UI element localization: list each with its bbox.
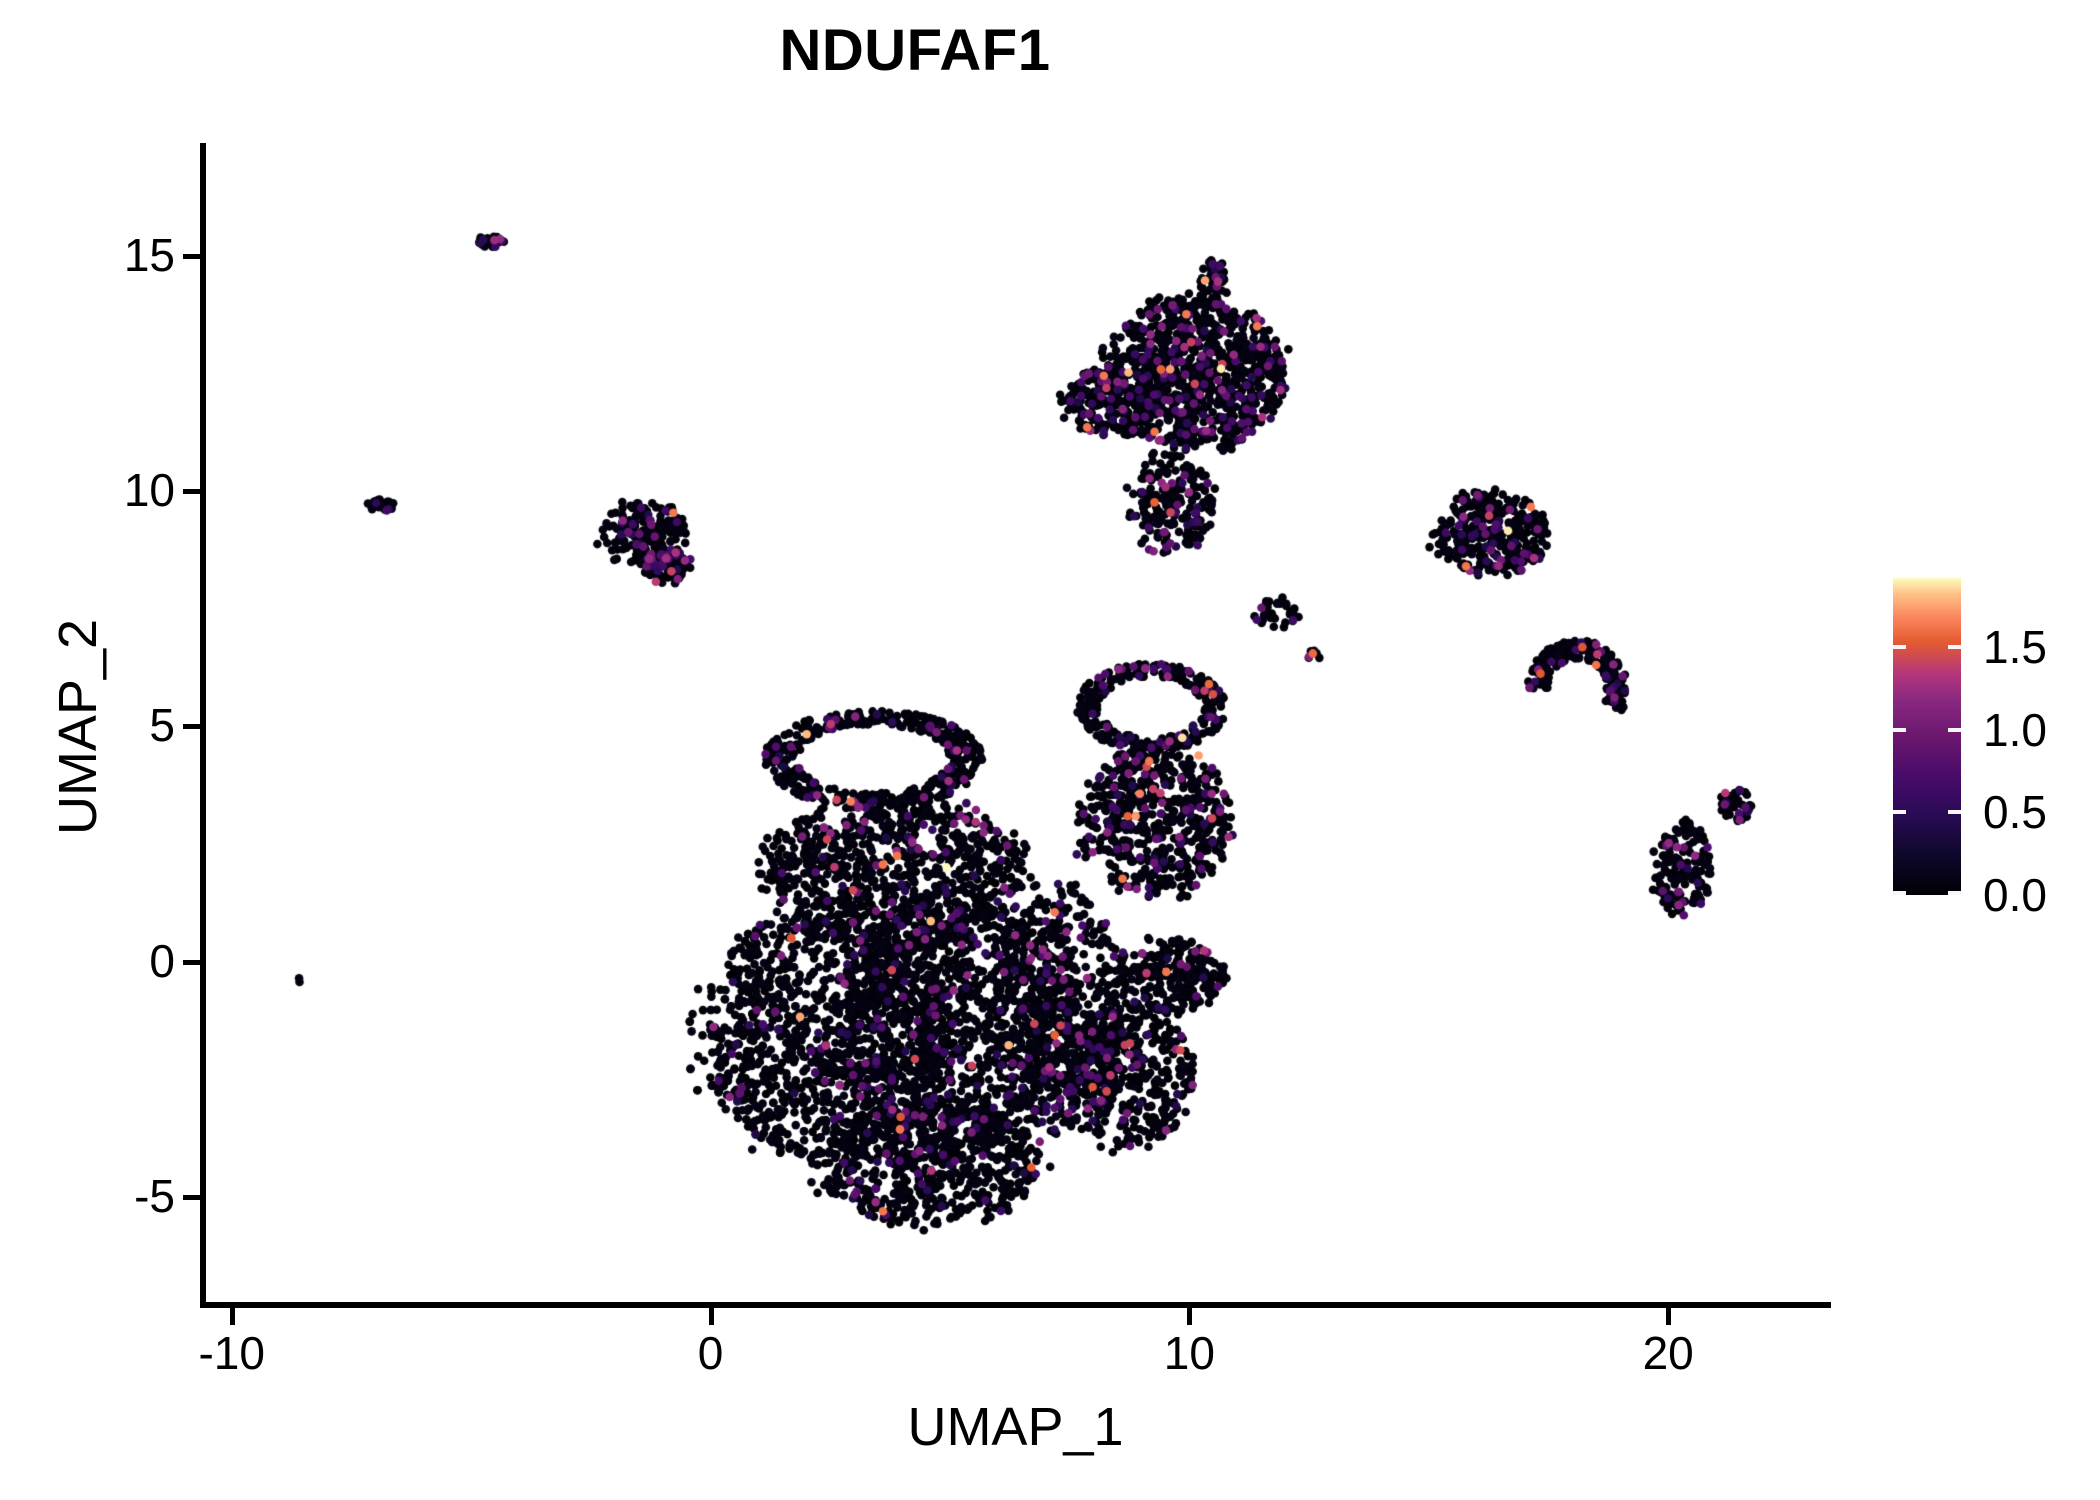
legend-tick-label: 1.0 bbox=[1983, 703, 2047, 756]
color-legend: 0.0 0.5 1.0 1.5 bbox=[1893, 578, 2047, 918]
y-tick-mark bbox=[183, 253, 200, 259]
y-tick-mark bbox=[183, 489, 200, 495]
x-tick-mark bbox=[708, 1308, 714, 1325]
legend-tick-mark bbox=[1893, 891, 1906, 895]
legend-tick-mark bbox=[1893, 810, 1906, 815]
color-legend-gradient bbox=[1893, 578, 1961, 895]
x-tick-mark bbox=[229, 1308, 235, 1325]
legend-tick-mark bbox=[1948, 810, 1961, 815]
legend-tick-label: 1.5 bbox=[1983, 621, 2047, 674]
y-tick-mark bbox=[183, 724, 200, 730]
x-tick-mark bbox=[1187, 1308, 1193, 1325]
color-legend-bar bbox=[1893, 578, 1961, 895]
x-axis-title: UMAP_1 bbox=[907, 1397, 1124, 1457]
y-tick-label: 0 bbox=[149, 934, 175, 987]
y-tick-label: 5 bbox=[149, 699, 175, 752]
legend-tick-label: 0.0 bbox=[1983, 869, 2047, 921]
y-tick-mark bbox=[183, 1194, 200, 1200]
page-title: NDUFAF1 bbox=[779, 18, 1051, 83]
x-tick-label: 10 bbox=[1163, 1327, 1215, 1379]
y-axis-line bbox=[200, 143, 206, 1308]
x-tick-label: -10 bbox=[198, 1327, 265, 1379]
y-axis-title: UMAP_2 bbox=[48, 618, 108, 836]
legend-tick-mark bbox=[1893, 727, 1906, 732]
x-axis-line bbox=[200, 1302, 1831, 1308]
y-tick-mark bbox=[183, 959, 200, 965]
scatter-plot-canvas bbox=[203, 143, 1831, 1305]
legend-tick-label: 0.5 bbox=[1983, 786, 2047, 839]
legend-tick-mark bbox=[1948, 727, 1961, 732]
x-tick-label: 20 bbox=[1642, 1327, 1694, 1379]
y-tick-label: -5 bbox=[134, 1169, 175, 1222]
y-tick-label: 15 bbox=[123, 228, 175, 281]
legend-tick-mark bbox=[1893, 645, 1906, 650]
y-tick-label: 10 bbox=[123, 464, 175, 517]
x-tick-mark bbox=[1666, 1308, 1672, 1325]
x-tick-label: 0 bbox=[697, 1327, 724, 1379]
legend-tick-mark bbox=[1948, 645, 1961, 650]
legend-tick-mark bbox=[1948, 891, 1961, 895]
